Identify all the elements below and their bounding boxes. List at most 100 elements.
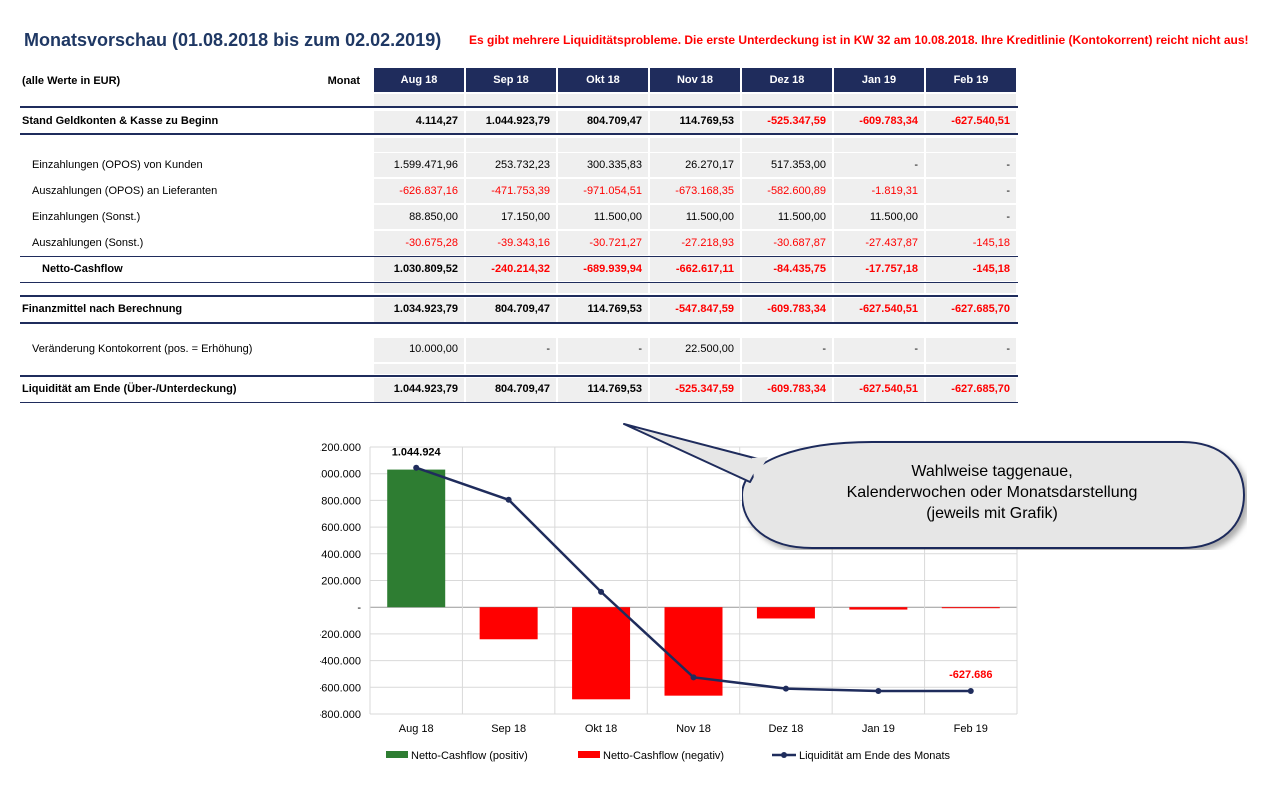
liquidity-point bbox=[967, 687, 974, 694]
cell-shading bbox=[742, 257, 832, 281]
table-cell: -27.218,93 bbox=[681, 237, 734, 249]
table-cell: -627.540,51 bbox=[859, 303, 918, 315]
y-tick-label: 800.000 bbox=[321, 495, 361, 507]
table-cell: -30.687,87 bbox=[773, 237, 826, 249]
cell-shading bbox=[926, 283, 1016, 293]
table-cell: 1.044.923,79 bbox=[485, 115, 550, 127]
cell-shading bbox=[466, 298, 556, 322]
cell-shading bbox=[742, 378, 832, 402]
table-cell: 17.150,00 bbox=[501, 211, 550, 223]
month-header: Aug 18 bbox=[374, 68, 464, 92]
table-cell: 11.500,00 bbox=[685, 211, 734, 223]
liquidity-point bbox=[782, 685, 789, 692]
table-cell: -471.753,39 bbox=[491, 185, 550, 197]
table-cell: -627.685,70 bbox=[951, 303, 1010, 315]
cell-shading bbox=[374, 179, 464, 203]
x-tick-label: Aug 18 bbox=[399, 723, 434, 735]
month-header: Okt 18 bbox=[558, 68, 648, 92]
table-divider bbox=[20, 322, 1018, 324]
table-cell: -525.347,59 bbox=[675, 383, 734, 395]
x-tick-label: Okt 18 bbox=[585, 723, 617, 735]
cell-shading bbox=[926, 205, 1016, 229]
row-label: Einzahlungen (OPOS) von Kunden bbox=[32, 159, 203, 171]
x-tick-label: Jan 19 bbox=[862, 723, 895, 735]
table-cell: -689.939,94 bbox=[583, 263, 642, 275]
cell-shading bbox=[834, 138, 924, 152]
cell-shading bbox=[374, 298, 464, 322]
x-tick-label: Dez 18 bbox=[768, 723, 803, 735]
cell-shading bbox=[374, 231, 464, 255]
table-cell: 11.500,00 bbox=[593, 211, 642, 223]
legend-swatch bbox=[386, 751, 408, 758]
legend-label: Netto-Cashflow (negativ) bbox=[603, 750, 724, 762]
cell-shading bbox=[926, 257, 1016, 281]
cell-shading bbox=[466, 257, 556, 281]
cell-shading bbox=[742, 338, 832, 362]
table-divider bbox=[20, 402, 1018, 403]
table-cell: 114.769,53 bbox=[587, 383, 642, 395]
cell-shading bbox=[742, 231, 832, 255]
month-label: Monat bbox=[327, 75, 360, 87]
liquidity-warning: Es gibt mehrere Liquiditätsprobleme. Die… bbox=[469, 33, 1249, 47]
callout-line-3: (jeweils mit Grafik) bbox=[926, 505, 1058, 522]
cell-shading bbox=[466, 364, 556, 374]
table-cell: 1.034.923,79 bbox=[393, 303, 458, 315]
cell-shading bbox=[834, 257, 924, 281]
cell-shading bbox=[558, 205, 648, 229]
bar-negative bbox=[941, 607, 1000, 609]
table-divider bbox=[20, 133, 1018, 135]
cell-shading bbox=[742, 205, 832, 229]
table-cell: -39.343,16 bbox=[497, 237, 550, 249]
cell-shading bbox=[926, 338, 1016, 362]
table-cell: -627.685,70 bbox=[951, 383, 1010, 395]
bar-negative bbox=[756, 607, 815, 619]
table-cell: 804.709,47 bbox=[586, 115, 642, 127]
cell-shading bbox=[834, 111, 924, 133]
cell-shading bbox=[650, 205, 740, 229]
table-cell: - bbox=[822, 343, 826, 355]
cell-shading bbox=[374, 94, 464, 106]
liquidity-point bbox=[505, 496, 512, 503]
cell-shading bbox=[742, 179, 832, 203]
cell-shading bbox=[466, 153, 556, 177]
cell-shading bbox=[650, 153, 740, 177]
row-label: Auszahlungen (Sonst.) bbox=[32, 237, 144, 249]
cell-shading bbox=[742, 138, 832, 152]
callout-pointer bbox=[623, 423, 768, 483]
cell-shading bbox=[650, 111, 740, 133]
liquidity-point bbox=[598, 588, 605, 595]
cell-shading bbox=[834, 378, 924, 402]
cell-shading bbox=[558, 94, 648, 106]
cell-shading bbox=[834, 94, 924, 106]
month-header: Feb 19 bbox=[926, 68, 1016, 92]
cell-shading bbox=[742, 283, 832, 293]
cell-shading bbox=[926, 153, 1016, 177]
y-tick-label: -200.000 bbox=[320, 629, 361, 641]
cell-shading bbox=[650, 138, 740, 152]
cashflow-chart: 1.200.000 1.000.000 800.000 600.000 400.000 2… bbox=[320, 442, 1018, 762]
cell-shading bbox=[926, 138, 1016, 152]
table-divider bbox=[20, 106, 1018, 108]
table-cell: -626.837,16 bbox=[399, 185, 458, 197]
table-cell: 1.044.923,79 bbox=[393, 383, 458, 395]
row-label: Veränderung Kontokorrent (pos. = Erhöhun… bbox=[32, 343, 253, 355]
cell-shading bbox=[926, 364, 1016, 374]
cell-shading bbox=[466, 231, 556, 255]
legend-label: Netto-Cashflow (positiv) bbox=[411, 750, 528, 762]
table-cell: -145,18 bbox=[972, 263, 1010, 275]
y-tick-label: 400.000 bbox=[321, 549, 361, 561]
cell-shading bbox=[558, 283, 648, 293]
cell-shading bbox=[374, 364, 464, 374]
callout-line-2: Kalenderwochen oder Monatsdarstellung bbox=[846, 484, 1138, 501]
cell-shading bbox=[374, 138, 464, 152]
forecast-table: (alle Werte in EUR) Monat Aug 18 Sep 18 Okt … bbox=[20, 68, 1018, 403]
liquidity-point bbox=[413, 464, 420, 471]
cell-shading bbox=[374, 153, 464, 177]
cell-shading bbox=[834, 231, 924, 255]
table-divider bbox=[20, 295, 1018, 297]
cell-shading bbox=[650, 338, 740, 362]
cell-shading bbox=[558, 111, 648, 133]
cell-shading bbox=[742, 94, 832, 106]
cell-shading bbox=[834, 298, 924, 322]
cell-shading bbox=[834, 205, 924, 229]
